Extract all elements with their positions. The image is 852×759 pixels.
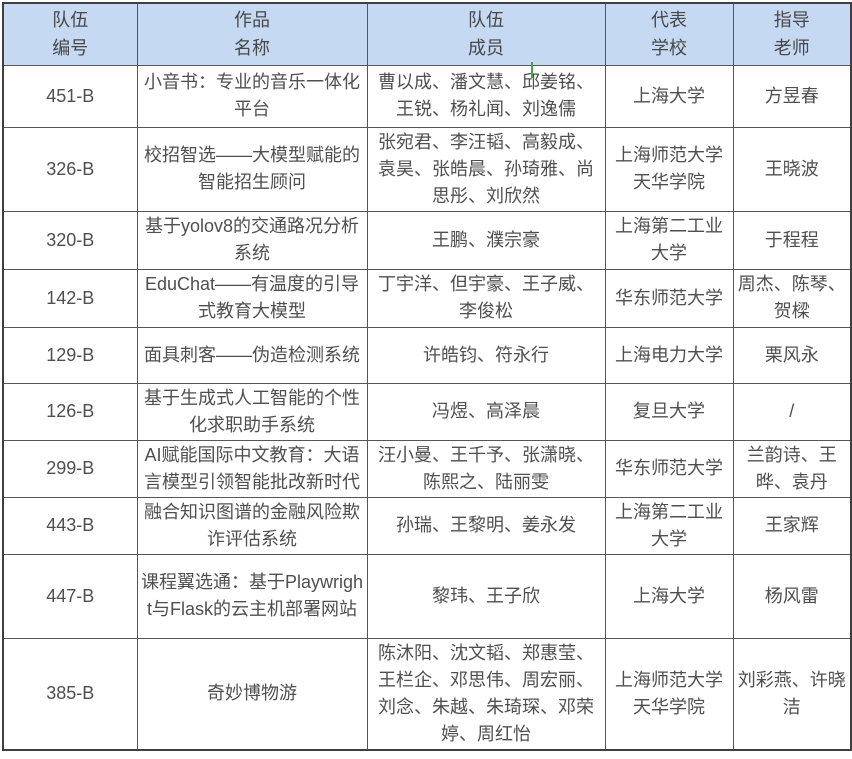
- cell-team-number: 451-B: [2, 64, 138, 128]
- table-row: 447-B 课程翼选通：基于Playwright与Flask的云主机部署网站 黎…: [2, 553, 852, 639]
- col-header-line: 代表: [651, 10, 687, 31]
- cell-work-title: 课程翼选通：基于Playwright与Flask的云主机部署网站: [136, 553, 368, 639]
- table-row: 142-B EduChat——有温度的引导式教育大模型 丁宇洋、但宇豪、王子威、…: [2, 268, 852, 328]
- cell-school: 上海大学: [604, 64, 734, 128]
- cell-team-members: 黎玮、王子欣: [366, 553, 606, 639]
- cell-team-number: 142-B: [2, 268, 138, 328]
- cell-advisor: 周杰、陈琴、贺樑: [732, 268, 852, 328]
- cell-advisor: 方昱春: [732, 64, 852, 128]
- col-header-line: 指导: [773, 10, 810, 31]
- cell-team-members: 许皓钧、符永行: [366, 326, 606, 384]
- cell-advisor: 王家辉: [732, 496, 852, 555]
- cell-advisor: 栗风永: [732, 326, 852, 384]
- cell-team-members: 张宛君、李汪韬、高毅成、袁昊、张皓晨、孙琦雅、尚思彤、刘欣然: [366, 126, 606, 212]
- cell-team-members: 冯煜、高泽晨: [366, 382, 606, 441]
- cell-school: 华东师范大学: [604, 268, 734, 328]
- col-header-line: 队伍: [52, 10, 89, 31]
- cell-team-number: 129-B: [2, 326, 138, 384]
- col-header-line: 队伍: [468, 10, 504, 31]
- cell-advisor: 于程程: [732, 210, 852, 270]
- cell-school: 上海师范大学天华学院: [604, 637, 734, 750]
- cell-work-title: 基于yolov8的交通路况分析系统: [136, 210, 368, 270]
- cell-school: 复旦大学: [604, 382, 734, 441]
- col-header-work-title: 作品 名称: [136, 2, 368, 66]
- cell-work-title: AI赋能国际中文教育：大语言模型引领智能批改新时代: [136, 439, 368, 498]
- cell-team-members: 丁宇洋、但宇豪、王子威、李俊松: [366, 268, 606, 328]
- table-row: 320-B 基于yolov8的交通路况分析系统 王鹏、濮宗豪 上海第二工业大学 …: [2, 210, 852, 270]
- col-header-line: 编号: [52, 38, 89, 59]
- col-header-team-members: 队伍 成员: [366, 2, 606, 66]
- cell-advisor: 兰韵诗、王晔、袁丹: [732, 439, 852, 498]
- cell-work-title: EduChat——有温度的引导式教育大模型: [136, 268, 368, 328]
- cell-school: 上海师范大学天华学院: [604, 126, 734, 212]
- cell-team-number: 443-B: [2, 496, 138, 555]
- cell-advisor: 王晓波: [732, 126, 852, 212]
- cell-team-number: 385-B: [2, 637, 138, 750]
- table-row: 129-B 面具刺客——伪造检测系统 许皓钧、符永行 上海电力大学 栗风永: [2, 326, 852, 384]
- table-row: 443-B 融合知识图谱的金融风险欺诈评估系统 孙瑞、王黎明、姜永发 上海第二工…: [2, 496, 852, 555]
- cell-team-members: 陈沐阳、沈文韬、郑惠莹、王栏企、邓思伟、周宏丽、刘念、朱越、朱琦琛、邓荣婷、周红…: [366, 637, 606, 750]
- cell-advisor: /: [732, 382, 852, 441]
- cell-team-number: 326-B: [2, 126, 138, 212]
- col-header-school: 代表 学校: [604, 2, 734, 66]
- cell-team-members: 孙瑞、王黎明、姜永发: [366, 496, 606, 555]
- cell-work-title: 奇妙博物游: [136, 637, 368, 750]
- cell-team-members: 王鹏、濮宗豪: [366, 210, 606, 270]
- col-header-line: 作品: [234, 10, 270, 31]
- cell-work-title: 融合知识图谱的金融风险欺诈评估系统: [136, 496, 368, 555]
- col-header-team-number: 队伍 编号: [2, 2, 138, 66]
- col-header-line: 学校: [651, 38, 687, 59]
- cell-team-number: 299-B: [2, 439, 138, 498]
- cell-team-members: 汪小曼、王千予、张潇晓、陈熙之、陆丽雯: [366, 439, 606, 498]
- col-header-line: 老师: [773, 38, 810, 59]
- cell-work-title: 面具刺客——伪造检测系统: [136, 326, 368, 384]
- cell-work-title: 校招智选——大模型赋能的智能招生顾问: [136, 126, 368, 212]
- col-header-line: 成员: [468, 38, 504, 59]
- col-header-advisor: 指导 老师: [732, 2, 852, 66]
- table-row: 299-B AI赋能国际中文教育：大语言模型引领智能批改新时代 汪小曼、王千予、…: [2, 439, 852, 498]
- cell-school: 华东师范大学: [604, 439, 734, 498]
- table-row: 385-B 奇妙博物游 陈沐阳、沈文韬、郑惠莹、王栏企、邓思伟、周宏丽、刘念、朱…: [2, 637, 852, 750]
- cell-school: 上海电力大学: [604, 326, 734, 384]
- cell-team-number: 447-B: [2, 553, 138, 639]
- col-header-line: 名称: [234, 38, 270, 59]
- header-row: 队伍 编号 作品 名称 队伍 成员 代表 学校 指导 老师: [2, 2, 852, 66]
- cell-work-title: 基于生成式人工智能的个性化求职助手系统: [136, 382, 368, 441]
- table-row: 126-B 基于生成式人工智能的个性化求职助手系统 冯煜、高泽晨 复旦大学 /: [2, 382, 852, 441]
- cell-school: 上海第二工业大学: [604, 210, 734, 270]
- cell-team-number: 126-B: [2, 382, 138, 441]
- cell-team-number: 320-B: [2, 210, 138, 270]
- cell-advisor: 杨风雷: [732, 553, 852, 639]
- cell-school: 上海大学: [604, 553, 734, 639]
- table-row: 326-B 校招智选——大模型赋能的智能招生顾问 张宛君、李汪韬、高毅成、袁昊、…: [2, 126, 852, 212]
- cell-school: 上海第二工业大学: [604, 496, 734, 555]
- cell-advisor: 刘彩燕、许晓洁: [732, 637, 852, 750]
- cell-team-members: 曹以成、潘文慧、邱姜铭、王锐、杨礼闻、刘逸儒: [366, 64, 606, 128]
- text-cursor: [531, 62, 533, 78]
- cell-work-title: 小音书：专业的音乐一体化平台: [136, 64, 368, 128]
- table-row: 451-B 小音书：专业的音乐一体化平台 曹以成、潘文慧、邱姜铭、王锐、杨礼闻、…: [2, 64, 852, 128]
